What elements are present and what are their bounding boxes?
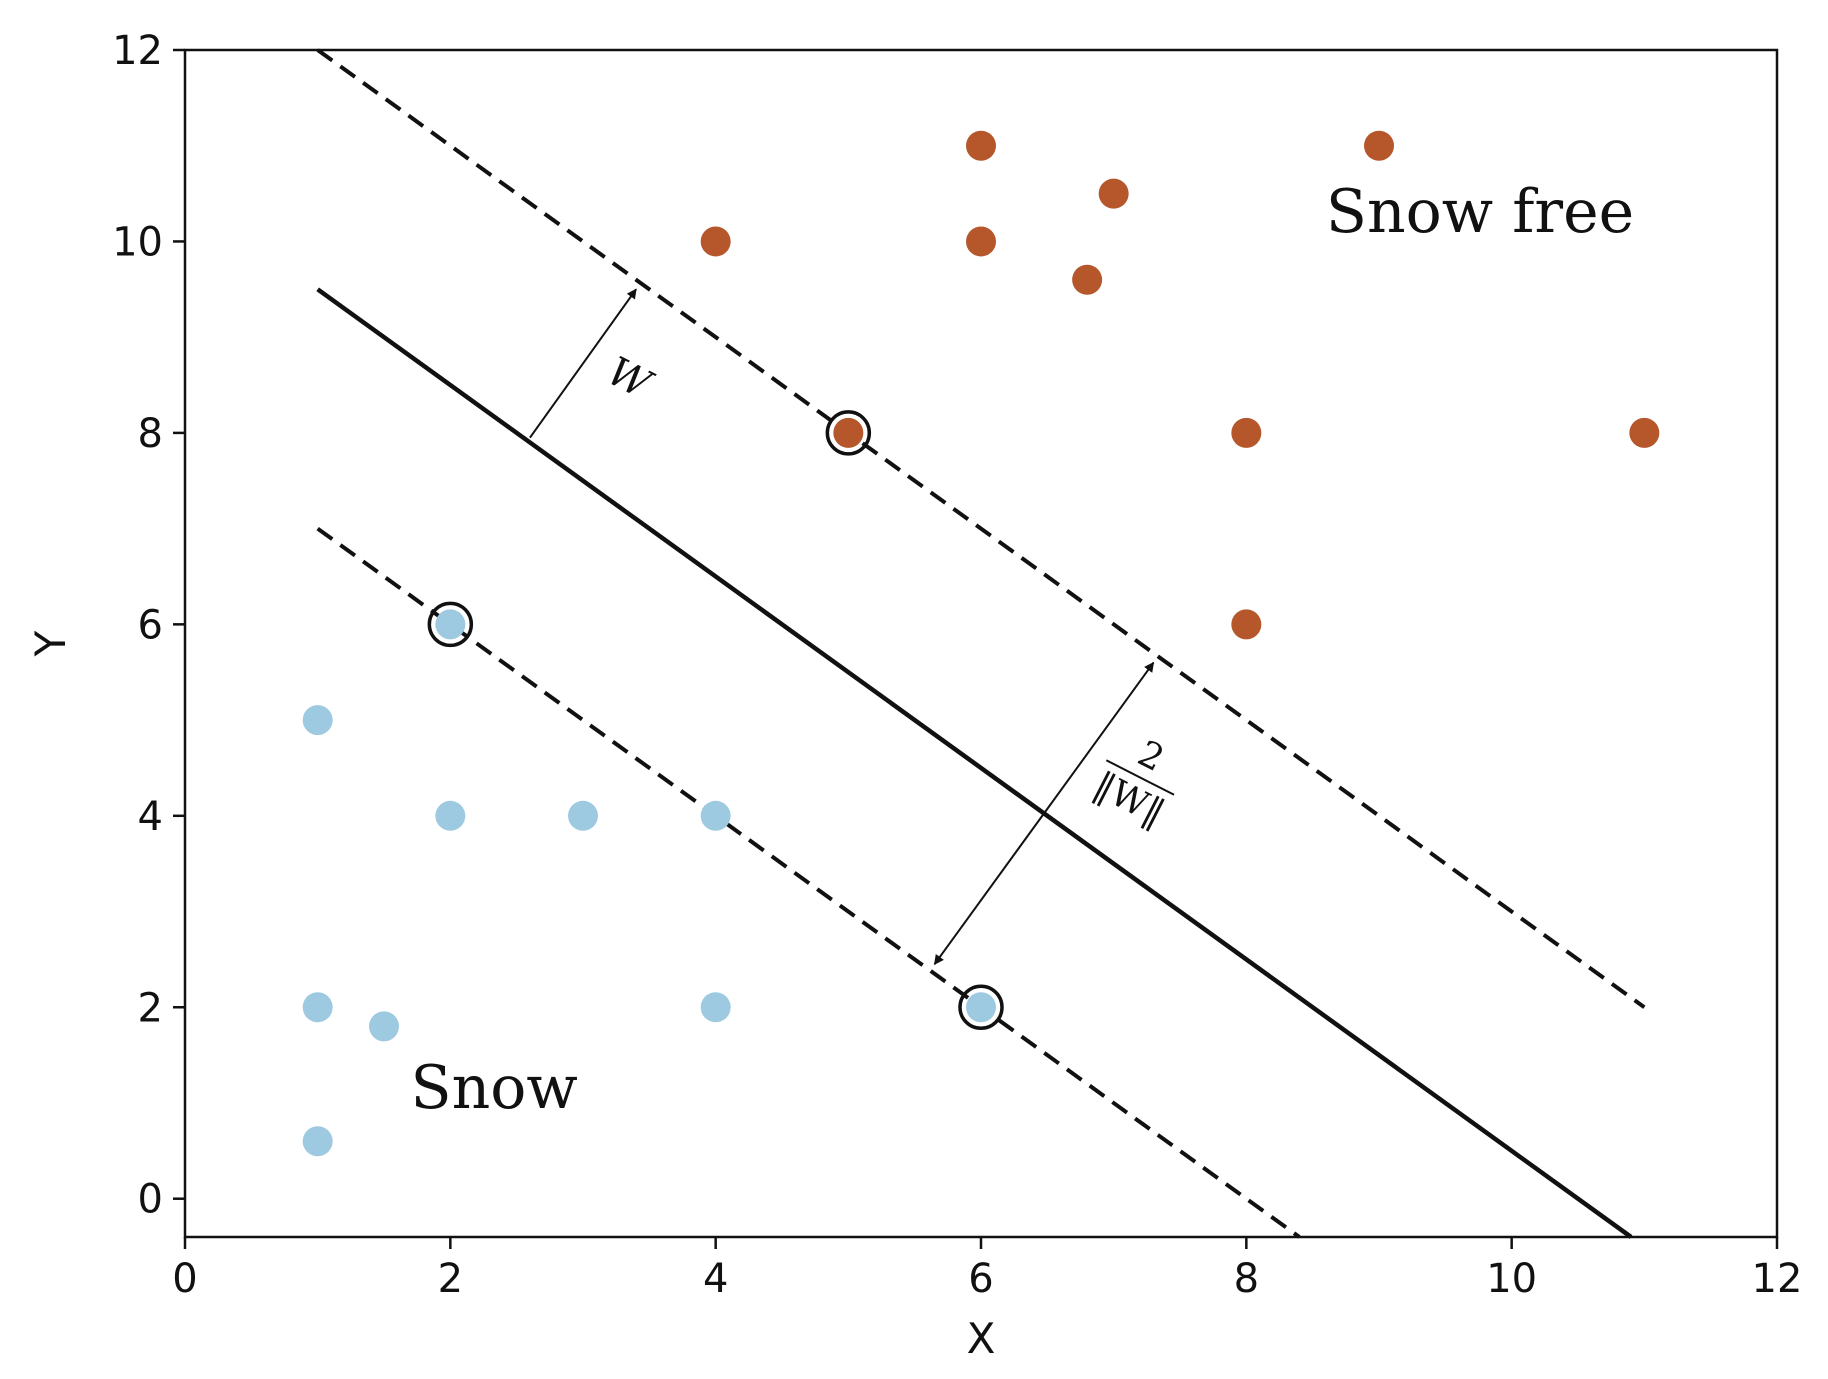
snow-free-point-3 [966,226,996,257]
snow-point-8 [700,992,731,1023]
snow-free-point-2 [966,130,996,161]
x-tick-label-2: 2 [438,1256,463,1302]
margin-width-arrow [933,661,1155,965]
snow-free-point-5 [1072,264,1103,295]
y-tick-label-4: 4 [138,794,163,840]
snow-point-1 [302,705,333,736]
margin-fraction-denominator: ‖W‖ [1087,765,1171,835]
x-tick-label-0: 0 [172,1256,197,1302]
margin-fraction-numerator: 2 [1131,733,1170,780]
region-layer: Snow free Snow [411,177,1635,1123]
snow-point-2 [435,609,466,640]
y-axis-label: Y [26,630,75,657]
snow-point-4 [568,800,598,831]
w-vector-label: W [600,348,660,409]
x-tick-label-8: 8 [1234,1256,1259,1302]
region-label-snow: Snow [411,1053,578,1123]
snow-free-point-9 [1629,417,1660,448]
w-vector-arrow [529,288,637,439]
x-tick-label-12: 12 [1752,1256,1803,1302]
margin-fraction-bar [1105,759,1175,796]
snow-free-point-7 [833,417,864,448]
x-tick-label-6: 6 [968,1256,993,1302]
snow-free-point-1 [700,226,731,257]
x-tick-label-4: 4 [703,1256,728,1302]
axes-layer: 0 2 4 6 8 10 12 0 2 4 6 8 10 12 [112,28,1802,1302]
snow-point-5 [700,800,731,831]
region-label-snow-free: Snow free [1326,177,1634,247]
snow-point-10 [966,992,996,1023]
y-tick-label-6: 6 [138,602,163,648]
lower-margin-line [316,527,1301,1239]
points-layer [302,130,1660,1157]
support-vector-ring-2 [427,601,474,648]
x-axis-label: X [967,1314,996,1363]
margin-fraction: 2‖W‖ [1087,733,1175,835]
annotation-layer: W 2‖W‖ [529,288,1175,965]
snow-free-point-4 [1098,178,1129,209]
y-tick-label-12: 12 [112,28,163,74]
x-tick-label-10: 10 [1486,1256,1537,1302]
support-vector-ring-1 [825,410,872,456]
y-tick-label-2: 2 [138,985,163,1031]
snow-free-point-8 [1231,417,1262,448]
snow-free-point-10 [1231,609,1262,640]
snow-point-9 [302,1126,333,1157]
upper-margin-line [316,48,1646,1009]
snow-point-6 [302,992,333,1023]
support-vector-ring-3 [958,984,1004,1031]
y-tick-label-10: 10 [112,219,163,265]
snow-point-7 [369,1011,399,1042]
y-tick-label-0: 0 [138,1177,163,1223]
y-tick-label-8: 8 [138,411,163,457]
snow-free-point-6 [1364,130,1394,161]
snow-point-3 [435,800,466,831]
